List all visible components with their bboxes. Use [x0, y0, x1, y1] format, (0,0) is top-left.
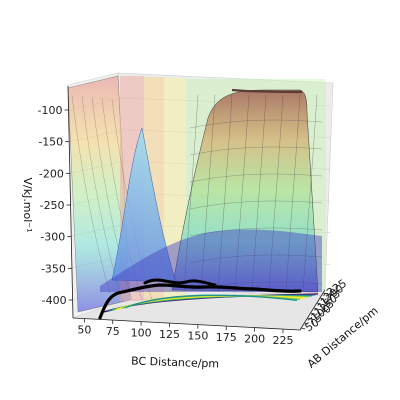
- surface-spike: [111, 127, 177, 283]
- z-axis-line: [67, 85, 74, 319]
- x-tick-label: 125: [159, 328, 180, 341]
- x-tick-label: 100: [131, 327, 152, 340]
- x-tick-label: 75: [106, 325, 120, 338]
- trajectory-line: [98, 283, 302, 320]
- z-axis-label: V/kJ.mol⁻¹: [21, 177, 34, 232]
- surface-hill: [171, 89, 319, 293]
- wireframe-mesh: [71, 94, 323, 301]
- mesh-line: [189, 200, 323, 210]
- mesh-line: [189, 254, 323, 264]
- z-axis-ticks: -100 -150 -200 -250 -300 -350 -400: [38, 104, 73, 307]
- z-tick-label: -400: [42, 294, 67, 307]
- trajectory-upper-segment: [143, 278, 217, 287]
- x-tick-label: 200: [244, 333, 265, 346]
- x-axis-line: [72, 317, 301, 331]
- x-axis-label: BC Distance/pm: [131, 354, 219, 370]
- contour-line: [124, 294, 298, 309]
- mesh-line: [217, 94, 233, 293]
- x-tick-label: 175: [216, 331, 237, 344]
- y-tick-mark: [304, 322, 309, 325]
- z-tick-label: -250: [40, 199, 65, 212]
- y-tick-mark: [316, 302, 321, 305]
- y-axis-line: [299, 289, 326, 331]
- y-tick-mark: [301, 327, 306, 330]
- mesh-line: [189, 173, 323, 183]
- x-tick-label: 225: [272, 334, 293, 347]
- y-tick-mark: [310, 312, 315, 315]
- mesh-line: [81, 95, 123, 301]
- z-tick-label: -300: [40, 231, 65, 244]
- y-tick-mark: [323, 292, 328, 295]
- mesh-line: [189, 227, 323, 237]
- mesh-line: [234, 94, 250, 293]
- x-tick-label: 50: [77, 324, 91, 337]
- floor-contours: [103, 293, 319, 313]
- mesh-line: [189, 146, 323, 156]
- y-tick-mark: [319, 297, 325, 300]
- mesh-line: [189, 119, 323, 129]
- mesh-line: [71, 94, 113, 301]
- mesh-line: [268, 94, 284, 293]
- mesh-line: [285, 94, 301, 293]
- mesh-line: [91, 96, 133, 301]
- mesh-line: [200, 94, 216, 293]
- surface-valley-channel: [100, 229, 322, 292]
- y-tick-mark: [313, 307, 318, 310]
- z-tick-label: -100: [38, 104, 63, 117]
- z-tick-label: -350: [41, 262, 66, 275]
- surface-ridge: [231, 88, 303, 94]
- mesh-line: [302, 94, 318, 293]
- x-axis-ticks: 50 75 100 125 150 175 200 225: [77, 318, 293, 347]
- x-tick-label: 150: [187, 330, 208, 343]
- mesh-line: [251, 94, 267, 293]
- z-tick-label: -200: [39, 167, 64, 180]
- z-tick-label: -150: [38, 136, 63, 149]
- mesh-line: [183, 94, 199, 293]
- y-tick-mark: [307, 317, 312, 320]
